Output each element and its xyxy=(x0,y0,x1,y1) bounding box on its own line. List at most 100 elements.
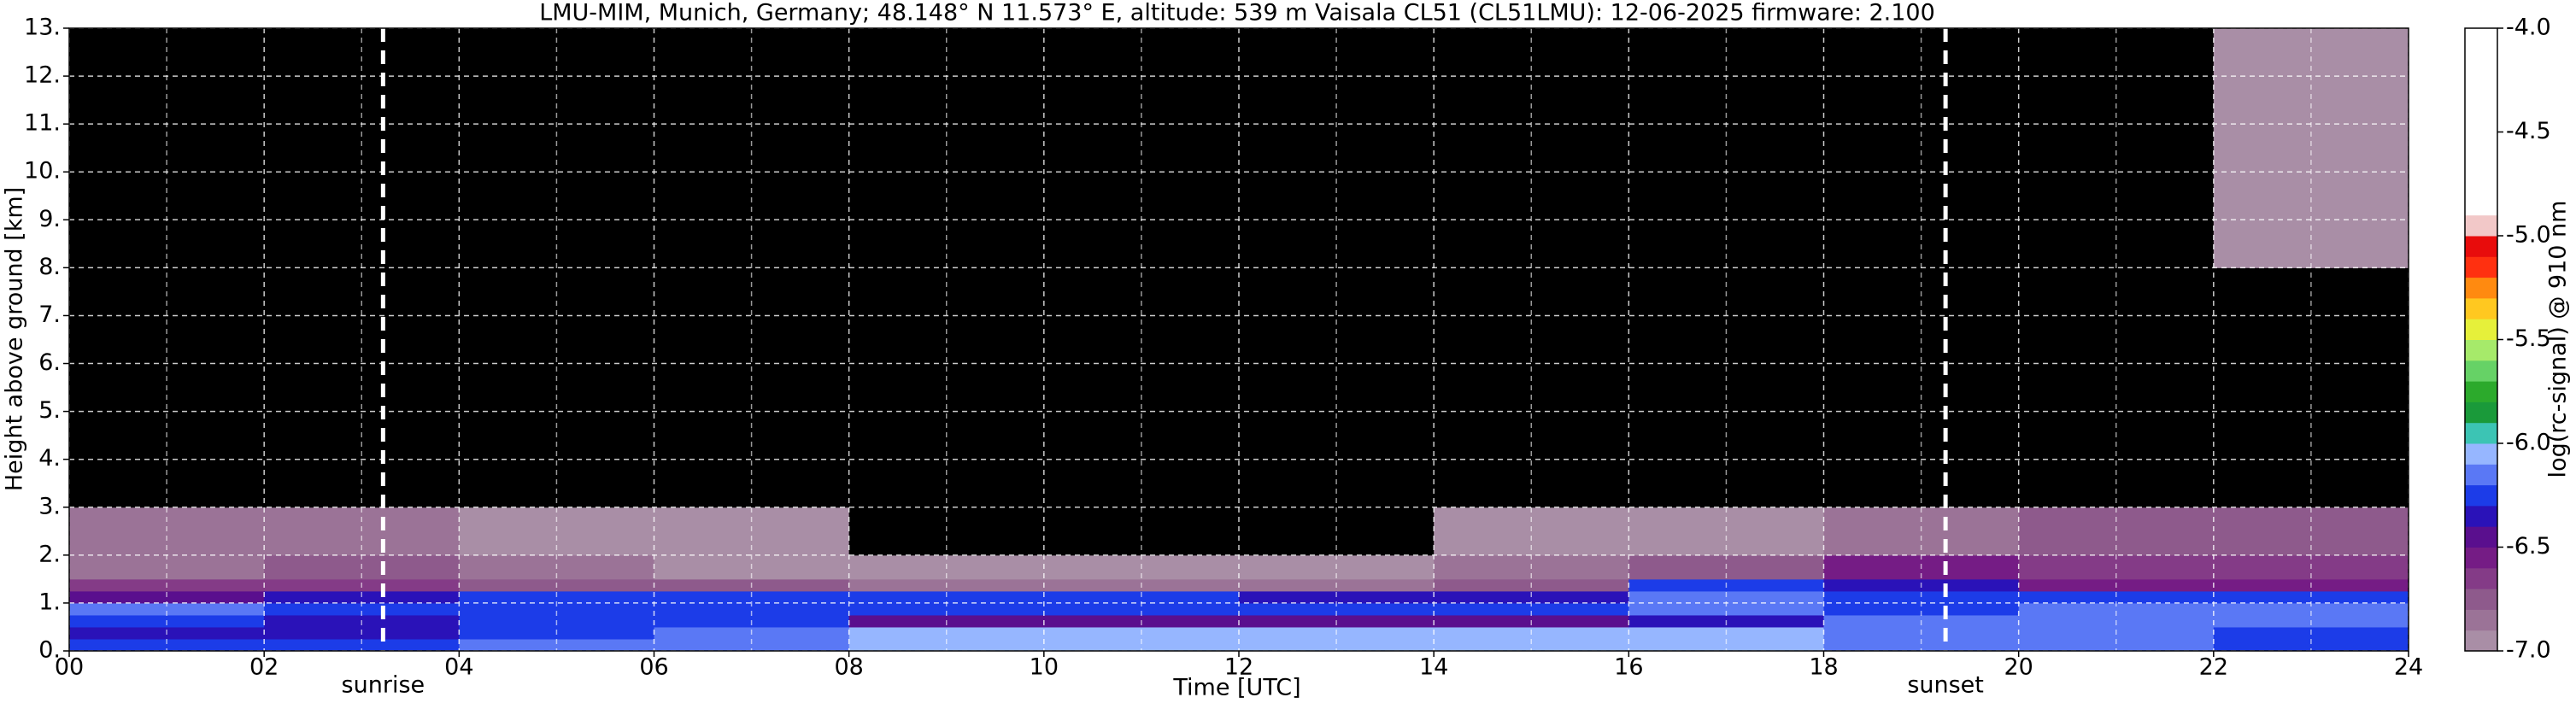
heatmap-cell xyxy=(69,602,265,616)
heatmap-cell xyxy=(69,590,265,604)
y-tick-label: 7. xyxy=(38,302,61,328)
heatmap-cell xyxy=(654,28,850,268)
annotation-label: sunrise xyxy=(342,672,425,699)
heatmap-cell xyxy=(2213,638,2409,652)
heatmap-cell xyxy=(1239,638,1435,652)
heatmap-cell xyxy=(264,590,460,604)
colorbar-tick-label: -4.0 xyxy=(2506,15,2551,41)
heatmap-cell xyxy=(264,638,460,652)
heatmap-cell xyxy=(459,28,654,268)
heatmap-cell xyxy=(1239,590,1435,604)
heatmap-cell xyxy=(69,638,265,652)
colorbar-segment xyxy=(2465,319,2497,340)
colorbar-segment xyxy=(2465,422,2497,444)
colorbar-segment xyxy=(2465,589,2497,610)
x-tick-label: 14 xyxy=(1419,654,1448,681)
heatmap-cell xyxy=(264,602,460,616)
heatmap-cell xyxy=(2018,28,2215,268)
colorbar-segment xyxy=(2465,256,2497,278)
colorbar-segment xyxy=(2465,526,2497,548)
heatmap-cell xyxy=(1434,602,1629,616)
colorbar-label: log(rc-signal) @ 910 nm xyxy=(2545,201,2572,478)
x-tick-label: 10 xyxy=(1030,654,1059,681)
colorbar-segment xyxy=(2465,297,2497,319)
colorbar-segment xyxy=(2465,236,2497,257)
heatmap-cell xyxy=(1823,602,2020,616)
y-tick-label: 13. xyxy=(24,15,61,41)
x-tick-label: 22 xyxy=(2199,654,2228,681)
colorbar-segment xyxy=(2465,360,2497,382)
y-tick-label: 4. xyxy=(38,445,61,472)
heatmap-cell xyxy=(459,590,654,604)
heatmap-cell xyxy=(69,28,265,268)
heatmap-cell xyxy=(848,602,1045,616)
heatmap-cell xyxy=(459,638,654,652)
heatmap-cell xyxy=(848,28,1045,268)
colorbar-tick-label: -5.0 xyxy=(2506,222,2551,249)
x-axis-label: Time [UTC] xyxy=(1172,675,1300,701)
colorbar-segment xyxy=(2465,547,2497,569)
y-tick-label: 12. xyxy=(24,62,61,89)
colorbar-segment xyxy=(2465,277,2497,299)
colorbar-segment xyxy=(2465,401,2497,424)
colorbar-segment xyxy=(2465,464,2497,486)
heatmap-cell xyxy=(1434,28,1629,268)
heatmap-cell xyxy=(1043,602,1240,616)
y-tick-label: 5. xyxy=(38,397,61,424)
y-tick-label: 1. xyxy=(38,589,61,615)
colorbar-segment xyxy=(2465,339,2497,361)
colorbar-segment xyxy=(2465,28,2497,216)
y-tick-label: 2. xyxy=(38,541,61,567)
heatmap-cell xyxy=(1239,602,1435,616)
colorbar-segment xyxy=(2465,567,2497,589)
y-tick-label: 0. xyxy=(38,637,61,664)
y-tick-label: 10. xyxy=(24,158,61,185)
heatmap-cell xyxy=(654,638,850,652)
colorbar-segment xyxy=(2465,505,2497,527)
heatmap-cell xyxy=(1628,590,1824,604)
colorbar-segment xyxy=(2465,630,2497,652)
heatmap-cell xyxy=(1043,28,1240,268)
colorbar-tick-label: -6.0 xyxy=(2506,430,2551,456)
heatmap-cell xyxy=(1823,638,2020,652)
heatmap-cell xyxy=(2018,590,2215,604)
heatmap-cell xyxy=(1434,638,1629,652)
y-tick-label: 11. xyxy=(24,110,61,137)
colorbar-segment xyxy=(2465,484,2497,507)
heatmap-cell xyxy=(2018,638,2215,652)
annotation-label: sunset xyxy=(1907,672,1984,699)
heatmap-cell xyxy=(2213,602,2409,616)
colorbar-tick-label: -5.5 xyxy=(2506,325,2551,352)
x-tick-label: 18 xyxy=(1809,654,1838,681)
y-tick-label: 6. xyxy=(38,349,61,376)
chart-title: LMU-MIM, Munich, Germany; 48.148° N 11.5… xyxy=(539,0,1935,26)
heatmap-cell xyxy=(2213,590,2409,604)
x-tick-label: 04 xyxy=(444,654,473,681)
heatmap-cell xyxy=(654,602,850,616)
colorbar-tick-label: -4.5 xyxy=(2506,118,2551,144)
y-tick-label: 8. xyxy=(38,254,61,280)
heatmap-cell xyxy=(1823,28,2020,268)
x-tick-label: 16 xyxy=(1614,654,1643,681)
colorbar-segment xyxy=(2465,609,2497,631)
heatmap-cell xyxy=(1823,590,2020,604)
heatmap-cell xyxy=(1043,638,1240,652)
heatmap-cell xyxy=(1043,590,1240,604)
heatmap-cell xyxy=(1628,28,1824,268)
y-tick-label: 3. xyxy=(38,493,61,519)
heatmap-cell xyxy=(848,638,1045,652)
heatmap-cell xyxy=(848,590,1045,604)
colorbar-tick-label: -6.5 xyxy=(2506,533,2551,560)
x-tick-label: 00 xyxy=(55,654,84,681)
colorbar-segment xyxy=(2465,443,2497,465)
x-tick-label: 08 xyxy=(834,654,863,681)
heatmap-cell xyxy=(459,602,654,616)
heatmap-cell xyxy=(2018,602,2215,616)
colorbar-segment xyxy=(2465,381,2497,402)
x-tick-label: 24 xyxy=(2394,654,2423,681)
heatmap-cell xyxy=(2213,28,2409,268)
x-tick-label: 20 xyxy=(2004,654,2033,681)
heatmap-cell xyxy=(1239,28,1435,268)
y-axis-label: Height above ground [km] xyxy=(2,187,28,491)
